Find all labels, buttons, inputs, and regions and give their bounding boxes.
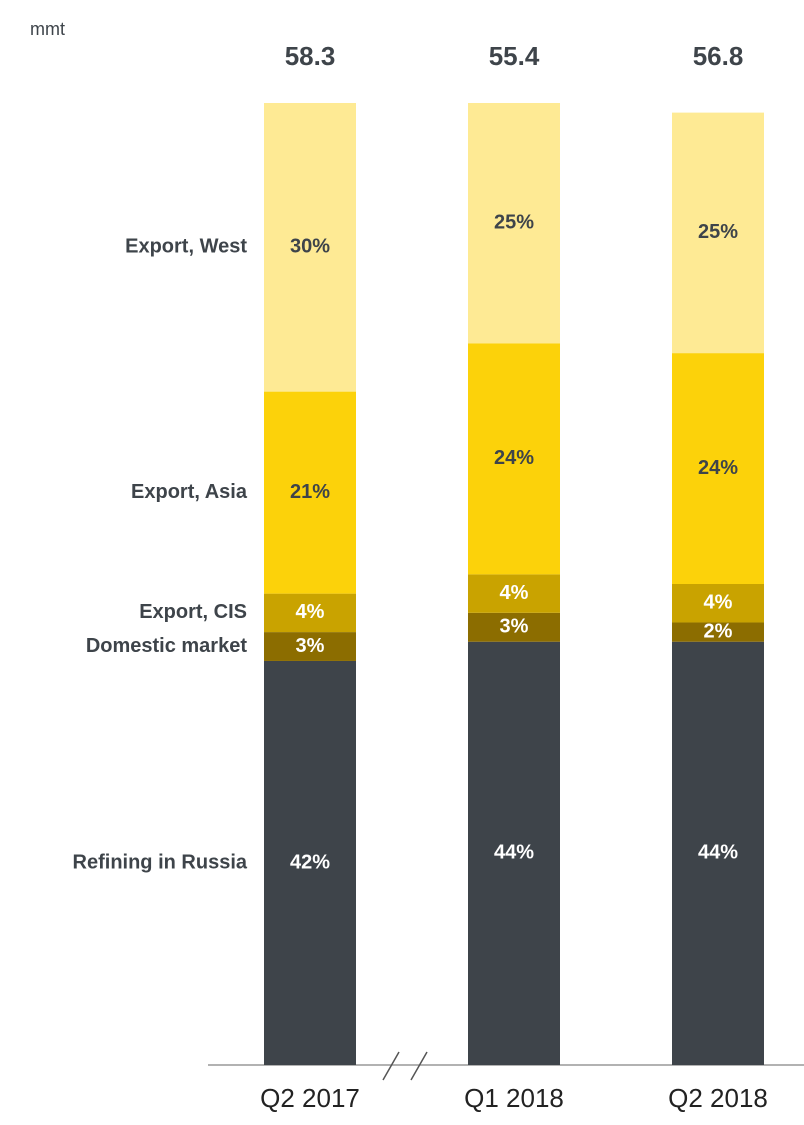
value-label: 24% — [698, 457, 738, 479]
total-label: 56.8 — [693, 41, 744, 71]
x-tick-label: Q1 2018 — [464, 1083, 564, 1113]
legend-label: Export, CIS — [139, 601, 247, 623]
value-label: 4% — [500, 582, 529, 604]
legend-label: Refining in Russia — [73, 851, 248, 873]
bar-segment — [468, 343, 560, 575]
bar-segment — [264, 103, 356, 392]
bar-segment — [468, 612, 560, 642]
value-label: 24% — [494, 447, 534, 469]
bar-segment — [672, 353, 764, 584]
legend-label: Domestic market — [86, 635, 248, 657]
axis-break — [382, 1051, 400, 1081]
bar-segment — [264, 593, 356, 633]
bar-segment — [468, 103, 560, 344]
bar-segment — [672, 622, 764, 642]
value-label: 25% — [698, 221, 738, 243]
bar-segment — [468, 574, 560, 613]
x-tick-label: Q2 2017 — [260, 1083, 360, 1113]
value-label: 4% — [296, 601, 325, 623]
bar-segment — [672, 641, 764, 1065]
x-tick-label: Q2 2018 — [668, 1083, 768, 1113]
bar-segment — [672, 584, 764, 623]
value-label: 44% — [698, 842, 738, 864]
value-label: 21% — [290, 481, 330, 503]
value-label: 3% — [500, 616, 529, 638]
value-label: 30% — [290, 236, 330, 258]
bar-segment — [468, 641, 560, 1065]
value-label: 44% — [494, 842, 534, 864]
legend-label: Export, West — [125, 236, 247, 258]
bar-segment — [672, 112, 764, 354]
bar-segment — [264, 632, 356, 661]
bar-segment — [264, 660, 356, 1065]
value-label: 2% — [704, 620, 733, 642]
value-label: 42% — [290, 851, 330, 873]
bar-segment — [264, 391, 356, 594]
y-axis-label: mmt — [30, 19, 65, 39]
legend-label: Export, Asia — [131, 481, 248, 503]
value-label: 3% — [296, 635, 325, 657]
total-label: 55.4 — [489, 41, 540, 71]
value-label: 25% — [494, 212, 534, 234]
value-label: 4% — [704, 592, 733, 614]
total-label: 58.3 — [285, 41, 336, 71]
axis-break — [410, 1051, 428, 1081]
